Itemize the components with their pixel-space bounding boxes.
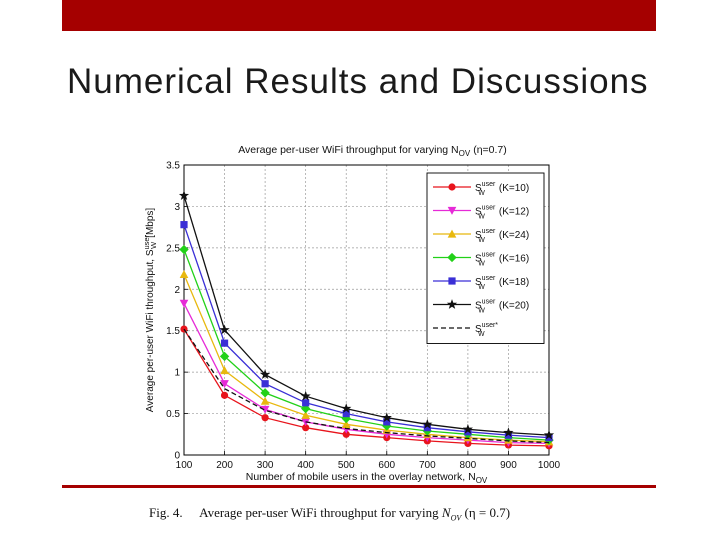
y-tick-label: 2.5 (166, 243, 180, 254)
data-point (342, 409, 350, 418)
y-tick-label: 2 (174, 285, 180, 296)
data-point (219, 351, 230, 362)
data-point (302, 424, 310, 432)
series-6 (178, 190, 555, 440)
figure: 100 200 300 400 500 600 700 800 900 1000 0 0.5 1 1.5 2… (129, 127, 569, 523)
data-point (545, 434, 553, 442)
data-point (447, 206, 457, 215)
data-point (219, 324, 230, 335)
data-point (260, 388, 270, 398)
data-point (180, 221, 188, 229)
legend-label: Suser W (K=16) (475, 252, 529, 268)
data-point (178, 190, 190, 200)
data-point (300, 390, 311, 401)
series-line (183, 249, 550, 441)
series-line (183, 195, 550, 436)
caption-subscript: OV (450, 513, 462, 523)
data-point (447, 252, 457, 263)
series-layer (178, 190, 555, 450)
data-point (341, 403, 352, 413)
figure-caption: Fig. 4. Average per-user WiFi throughput… (149, 505, 569, 523)
series-5 (180, 221, 553, 442)
x-tick-label: 800 (460, 460, 477, 471)
throughput-chart: 100 200 300 400 500 600 700 800 900 1000 0 0.5 1 1.5 2… (142, 144, 561, 485)
data-point (220, 366, 229, 375)
series-3 (179, 270, 554, 446)
data-point (220, 391, 229, 399)
data-point (179, 299, 189, 308)
data-point (448, 277, 456, 285)
series-line (183, 328, 550, 447)
y-tick-label: 0 (174, 451, 180, 462)
legend-label: Suser W (K=24) (475, 228, 529, 244)
data-point (261, 380, 269, 388)
data-point (423, 424, 431, 432)
x-tick-label: 1000 (538, 460, 561, 471)
y-tick-label: 1.5 (166, 326, 180, 337)
data-point (260, 396, 270, 405)
y-tick-label: 3 (174, 202, 180, 213)
series-line (183, 274, 550, 443)
x-tick-label: 700 (419, 460, 436, 471)
data-point (220, 339, 229, 347)
data-point (300, 403, 311, 414)
data-point (543, 429, 555, 440)
data-point (302, 399, 310, 407)
data-point (179, 270, 189, 278)
bottom-rule (62, 485, 656, 488)
series-1 (180, 325, 553, 450)
caption-text: Average per-user WiFi throughput for var… (199, 505, 439, 520)
x-tick-label: 200 (216, 460, 233, 471)
data-point (422, 418, 433, 429)
data-point (462, 423, 473, 434)
top-accent-bar (62, 0, 656, 31)
data-point (464, 428, 472, 436)
caption-symbol: N (441, 505, 451, 520)
data-point (446, 299, 458, 309)
data-point (301, 410, 310, 419)
y-tick-label: 0.5 (166, 409, 180, 420)
data-point (220, 380, 229, 389)
slide-title: Numerical Results and Discussions (67, 62, 649, 101)
y-axis-label: Average per-user WiFi throughput, SuserW… (142, 208, 158, 413)
legend-label: Suser W (K=10) (475, 181, 529, 197)
data-point (447, 229, 457, 238)
y-tick-label: 1 (174, 368, 180, 379)
x-tick-label: 300 (257, 460, 274, 471)
series-line (183, 303, 550, 445)
data-point (381, 412, 392, 423)
legend-label: Suser W (K=20) (475, 299, 529, 315)
chart-title: Average per-user WiFi throughput for var… (238, 144, 507, 158)
x-tick-label: 100 (176, 460, 193, 471)
data-point (260, 405, 270, 414)
caption-label: Fig. 4. (149, 505, 183, 520)
x-axis-label: Number of mobile users in the overlay ne… (246, 471, 488, 485)
caption-param: (η = 0.7) (464, 505, 511, 520)
data-point (448, 183, 456, 191)
data-point (260, 369, 271, 379)
x-tick-label: 400 (297, 460, 314, 471)
plot-frame (183, 164, 550, 456)
legend-label: Suser W (K=18) (475, 275, 529, 291)
data-point (179, 244, 189, 255)
legend-box (426, 172, 545, 344)
data-point (383, 418, 391, 426)
x-tick-label: 600 (378, 460, 395, 471)
x-tick-label: 900 (500, 460, 517, 471)
x-tick-label: 500 (338, 460, 355, 471)
data-point (342, 430, 350, 438)
ticks: 100 200 300 400 500 600 700 800 900 1000 0 0.5 1 1.5 2… (166, 161, 560, 472)
data-point (341, 420, 351, 428)
y-tick-label: 3.5 (166, 161, 180, 172)
data-point (504, 431, 513, 439)
legend-label: Suser* W (475, 322, 498, 338)
legend-label: Suser W (K=12) (475, 205, 529, 221)
data-point (261, 414, 269, 422)
series-line (183, 224, 550, 439)
data-point (503, 427, 514, 437)
legend: Suser W (K=10) Suser W (K=12) Suser W (K=24) Suse… (426, 172, 545, 344)
data-point (180, 325, 188, 333)
